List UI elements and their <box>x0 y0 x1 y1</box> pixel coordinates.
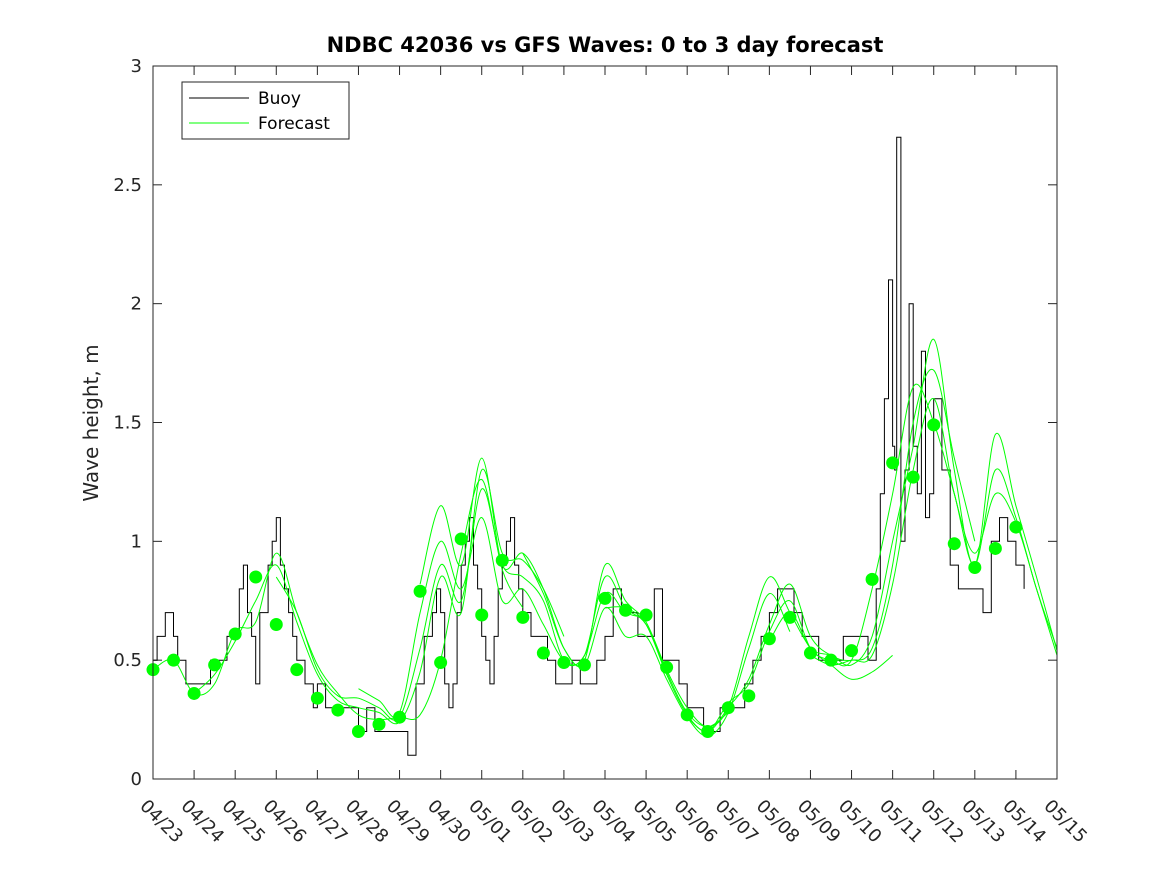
legend-box <box>181 81 350 140</box>
y-tick-label: 3 <box>131 56 142 77</box>
legend-buoy-label: Buoy <box>258 89 301 109</box>
y-tick-label: 1 <box>131 531 142 552</box>
x-tick-label: 05/05 <box>629 796 681 848</box>
forecast-point <box>947 537 961 551</box>
x-tick-label: 05/08 <box>752 796 804 848</box>
y-tick-label: 0.5 <box>113 650 142 671</box>
x-tick-label: 05/10 <box>834 796 886 848</box>
forecast-run-line <box>604 368 976 733</box>
y-tick-label: 1.5 <box>113 413 142 434</box>
forecast-point <box>310 691 324 705</box>
x-tick-label: 04/26 <box>259 796 311 848</box>
forecast-point <box>269 618 283 632</box>
forecast-point <box>803 646 817 660</box>
forecast-point <box>331 703 345 717</box>
chart-title: NDBC 42036 vs GFS Waves: 0 to 3 day fore… <box>327 33 884 57</box>
forecast-point <box>988 541 1002 555</box>
x-tick-label: 05/12 <box>916 796 968 848</box>
x-tick-label: 04/29 <box>382 796 434 848</box>
forecast-point <box>680 708 694 722</box>
x-tick-label: 05/11 <box>875 796 927 848</box>
forecast-point <box>824 653 838 667</box>
x-tick-label: 05/13 <box>957 796 1009 848</box>
forecast-point <box>536 646 550 660</box>
y-tick-label: 2 <box>131 294 142 315</box>
x-tick-label: 04/27 <box>300 796 352 848</box>
forecast-point <box>372 717 386 731</box>
forecast-point <box>865 572 879 586</box>
forecast-point <box>351 724 365 738</box>
forecast-point <box>495 553 509 567</box>
x-tick-label: 05/06 <box>670 796 722 848</box>
forecast-point <box>762 632 776 646</box>
forecast-point <box>968 560 982 574</box>
forecast-run-line <box>686 383 1058 733</box>
x-tick-label: 05/15 <box>1039 796 1091 848</box>
forecast-point <box>475 608 489 622</box>
x-tick-label: 05/02 <box>505 796 557 848</box>
forecast-point <box>906 470 920 484</box>
x-tick-label: 04/25 <box>218 796 270 848</box>
forecast-point <box>413 584 427 598</box>
forecast-point <box>167 653 181 667</box>
forecast-point <box>577 658 591 672</box>
forecast-point <box>886 456 900 470</box>
x-tick-label: 05/09 <box>793 796 845 848</box>
forecast-point <box>845 644 859 658</box>
x-tick-labels: 04/2304/2404/2504/2604/2704/2804/2904/30… <box>135 796 1091 848</box>
x-tick-label: 04/23 <box>135 796 187 848</box>
forecast-point <box>701 724 715 738</box>
forecast-point <box>598 591 612 605</box>
forecast-point <box>783 610 797 624</box>
legend: Buoy Forecast <box>181 81 350 140</box>
forecast-point <box>208 658 222 672</box>
forecast-point <box>434 656 448 670</box>
forecast-point <box>742 689 756 703</box>
x-tick-label: 05/04 <box>587 796 639 848</box>
forecast-point <box>187 686 201 700</box>
forecast-point <box>660 660 674 674</box>
forecast-point <box>249 570 263 584</box>
forecast-point <box>454 532 468 546</box>
plot-frame <box>152 65 1058 780</box>
x-tick-label: 04/28 <box>341 796 393 848</box>
forecast-point <box>619 603 633 617</box>
forecast-point <box>516 610 530 624</box>
forecast-point <box>228 627 242 641</box>
y-tick-label: 0 <box>131 769 142 790</box>
x-tick-label: 05/03 <box>546 796 598 848</box>
x-tick-label: 04/30 <box>423 796 475 848</box>
forecast-point <box>639 608 653 622</box>
x-tick-label: 05/01 <box>464 796 516 848</box>
forecast-point <box>290 663 304 677</box>
forecast-point <box>1009 520 1023 534</box>
y-tick-labels: 0 0.5 1 1.5 2 2.5 3 <box>113 56 142 790</box>
x-tick-label: 04/24 <box>177 796 229 848</box>
forecast-run-line <box>768 338 1058 667</box>
forecast-point <box>393 710 407 724</box>
forecast-point <box>721 701 735 715</box>
legend-forecast-label: Forecast <box>258 114 330 134</box>
forecast-points <box>146 418 1023 738</box>
forecast-point <box>927 418 941 432</box>
x-tick-label: 05/14 <box>998 796 1050 848</box>
y-axis-label: Wave height, m <box>79 344 103 501</box>
forecast-point <box>557 656 571 670</box>
x-tick-label: 05/07 <box>711 796 763 848</box>
forecast-run-line <box>193 468 565 725</box>
y-tick-label: 2.5 <box>113 175 142 196</box>
